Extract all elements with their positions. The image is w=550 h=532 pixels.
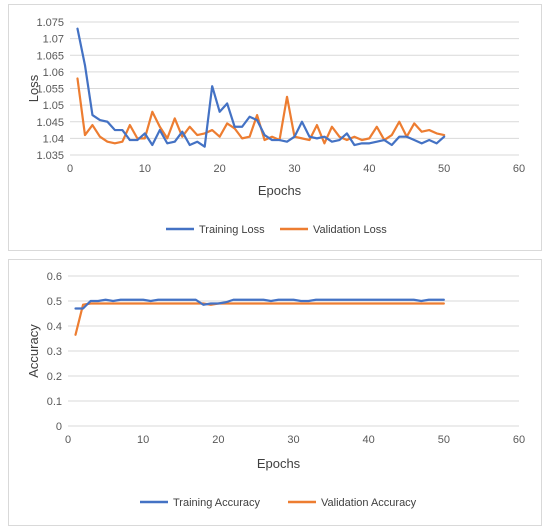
loss-x-tick-label: 60 — [513, 163, 525, 175]
loss-y-tick-label: 1.06 — [43, 67, 64, 79]
loss-x-tick-label: 20 — [214, 163, 226, 175]
acc-y-tick-label: 0 — [56, 421, 62, 433]
loss-x-axis-title: Epochs — [258, 183, 302, 198]
acc-x-tick-label: 0 — [65, 434, 71, 446]
loss-y-tick-label: 1.045 — [36, 117, 64, 129]
loss-chart-panel: 1.035 1.04 1.045 1.05 1.055 1.06 1.065 1.07 1.07… — [8, 4, 542, 251]
loss-y-tick-label: 1.065 — [36, 50, 64, 62]
acc-x-tick-label: 40 — [363, 434, 375, 446]
acc-y-tick-label: 0.6 — [47, 271, 62, 283]
acc-x-tick-label: 20 — [212, 434, 224, 446]
loss-legend-label: Validation Loss — [313, 224, 387, 236]
acc-series-line-validation — [74, 302, 445, 336]
loss-series-line-training — [76, 27, 446, 148]
loss-y-tick-label: 1.07 — [43, 34, 64, 46]
accuracy-chart-panel: 0 0.1 0.2 0.3 0.4 0.5 0.6 0 10 20 30 40 50 60 Epochs Ac… — [8, 259, 542, 526]
acc-x-tick-label: 30 — [287, 434, 299, 446]
acc-x-tick-label: 50 — [438, 434, 450, 446]
acc-legend-label: Validation Accuracy — [321, 497, 417, 509]
loss-legend-label: Training Loss — [199, 224, 265, 236]
acc-y-axis-title: Accuracy — [26, 324, 41, 378]
acc-y-tick-label: 0.2 — [47, 371, 62, 383]
acc-y-tick-label: 0.1 — [47, 396, 62, 408]
acc-y-tick-label: 0.3 — [47, 346, 62, 358]
loss-y-tick-label: 1.075 — [36, 17, 64, 29]
loss-x-tick-label: 40 — [363, 163, 375, 175]
loss-x-tick-label: 30 — [288, 163, 300, 175]
acc-x-tick-label: 10 — [137, 434, 149, 446]
loss-y-tick-label: 1.05 — [43, 100, 64, 112]
loss-x-tick-label: 0 — [67, 163, 73, 175]
loss-x-tick-label: 10 — [139, 163, 151, 175]
loss-y-tick-label: 1.055 — [36, 84, 64, 96]
acc-x-tick-label: 60 — [513, 434, 525, 446]
acc-y-tick-label: 0.5 — [47, 296, 62, 308]
acc-series-line-training — [74, 298, 445, 310]
acc-legend-label: Training Accuracy — [173, 497, 261, 509]
acc-y-tick-label: 0.4 — [47, 321, 62, 333]
accuracy-chart: 0 0.1 0.2 0.3 0.4 0.5 0.6 0 10 20 30 40 50 60 Epochs Ac… — [26, 271, 525, 509]
loss-chart: 1.035 1.04 1.045 1.05 1.055 1.06 1.065 1.07 1.07… — [26, 17, 525, 236]
loss-y-tick-label: 1.035 — [36, 150, 64, 162]
loss-x-tick-label: 50 — [438, 163, 450, 175]
loss-y-axis-title: Loss — [26, 74, 41, 102]
loss-y-tick-label: 1.04 — [43, 133, 64, 145]
acc-x-axis-title: Epochs — [257, 456, 301, 471]
